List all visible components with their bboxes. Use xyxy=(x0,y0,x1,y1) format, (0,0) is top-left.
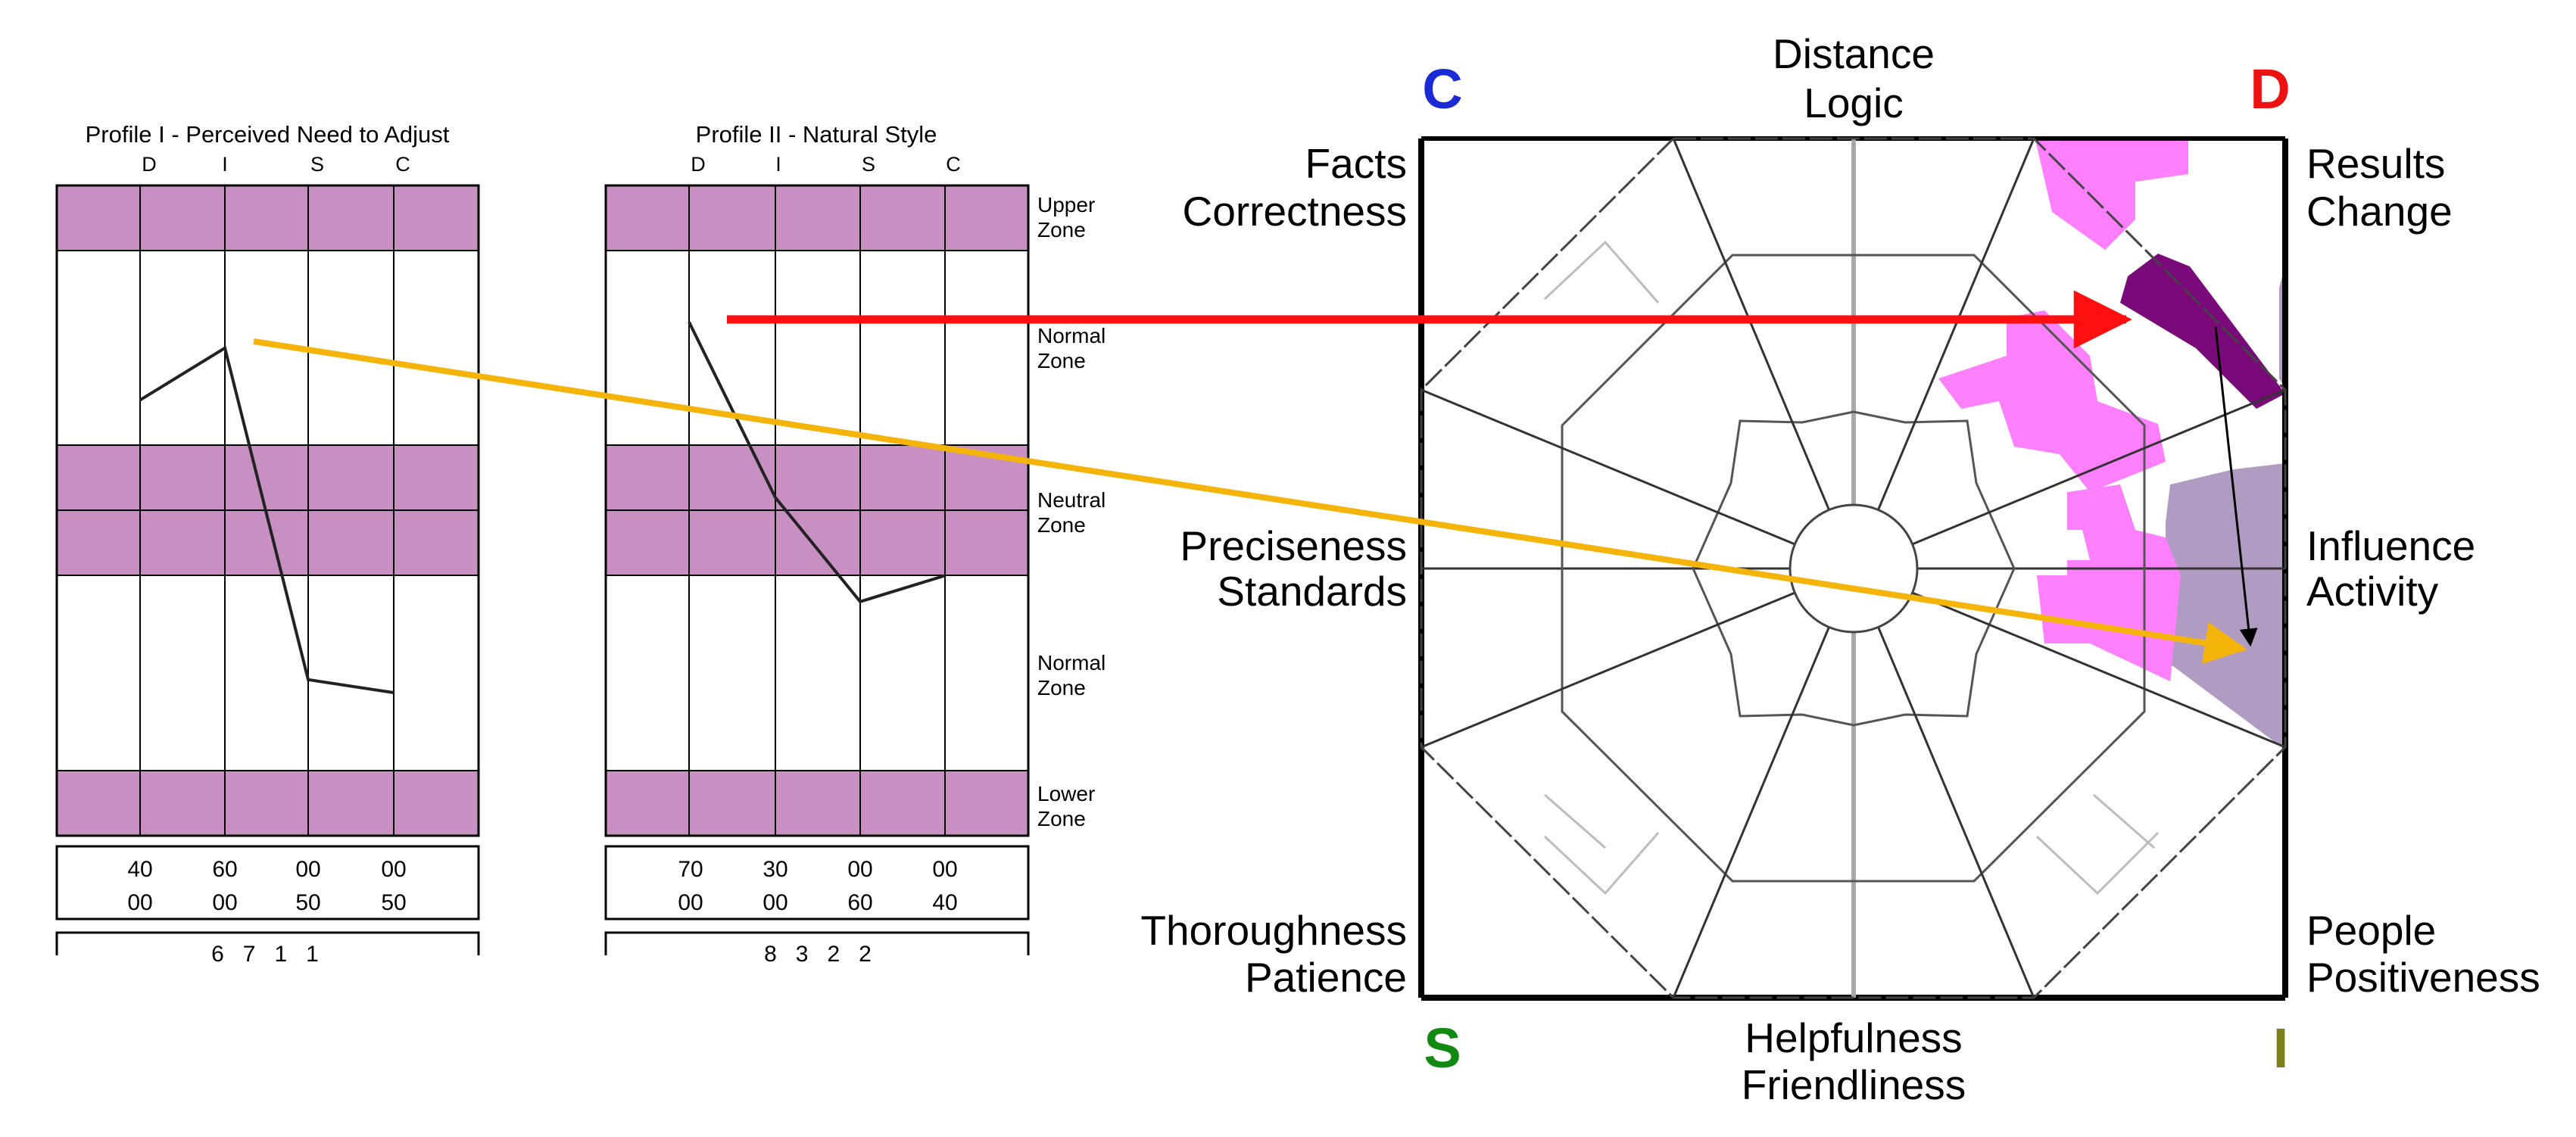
right-bottom-label-l1: People xyxy=(2306,907,2436,954)
zone-labels: Upper Zone Normal Zone Neutral Zone Norm… xyxy=(1037,193,1106,830)
right-mid-label-l1: Influence xyxy=(2306,522,2475,569)
zone-upper-l2: Zone xyxy=(1037,218,1086,241)
left-bottom-label-l1: Thoroughness xyxy=(1140,907,1407,954)
corner-s-label: S xyxy=(1424,1017,1461,1079)
profile-1-val-s1: 00 xyxy=(295,857,320,882)
top-label-l2: Logic xyxy=(1804,79,1903,126)
right-mid-label-l2: Activity xyxy=(2306,568,2439,615)
profile-2-val-c2: 40 xyxy=(932,890,957,915)
wheel-black-arrow xyxy=(2214,326,2258,647)
profile-1-partial-row: 6 7 1 1 xyxy=(211,942,319,967)
profile-2-values-box xyxy=(604,845,1030,921)
left-top-label-l2: Correctness xyxy=(1183,188,1407,235)
profile-1-val-c2: 50 xyxy=(381,890,406,915)
wheel-center-circle xyxy=(1789,503,1919,634)
wheel-labels: Distance Logic Helpfulness Friendliness … xyxy=(1140,30,2540,1108)
profile-2-val-s1: 00 xyxy=(847,857,872,882)
zone-neutral-l2: Zone xyxy=(1037,513,1086,537)
left-mid-label-l2: Standards xyxy=(1217,568,1407,615)
profile-2-val-i2: 00 xyxy=(763,890,787,915)
profile-2-val-d1: 70 xyxy=(678,857,703,882)
bottom-label-l1: Helpfulness xyxy=(1745,1014,1962,1061)
left-mid-label-l1: Preciseness xyxy=(1180,522,1407,569)
profile-2-val-c1: 00 xyxy=(932,857,957,882)
profile-2-col-c: C xyxy=(946,153,961,176)
right-top-label-l2: Change xyxy=(2306,188,2453,235)
profile-1-values-box xyxy=(55,845,480,921)
profile-1-val-s2: 50 xyxy=(295,890,320,915)
profile-1-val-i2: 00 xyxy=(212,890,237,915)
profile-2-title: Profile II - Natural Style xyxy=(696,121,937,148)
profile-1-partial-box: 6 7 1 1 xyxy=(55,931,480,967)
profile-2-val-s2: 60 xyxy=(847,890,872,915)
profile-1-val-d2: 00 xyxy=(127,890,152,915)
profile-1-graph-line xyxy=(139,345,395,694)
profile-1-grid xyxy=(57,185,479,836)
right-top-label-l1: Results xyxy=(2306,140,2445,187)
profile-2-col-d: D xyxy=(691,153,706,176)
zone-neutral-l1: Neutral xyxy=(1037,488,1106,512)
profile-2-graph-line xyxy=(688,321,946,604)
zone-lower-l1: Lower xyxy=(1037,782,1095,805)
profile-2-partial-row: 8 3 2 2 xyxy=(764,942,872,967)
top-label-l1: Distance xyxy=(1773,30,1935,77)
wheel-corner-boxes xyxy=(1543,240,2160,896)
corner-d-label: D xyxy=(2250,58,2290,120)
zone-upper-l1: Upper xyxy=(1037,193,1095,216)
profile-1-col-d: D xyxy=(142,153,157,176)
wheel-spokes xyxy=(1421,138,2286,998)
profile-1-val-i1: 60 xyxy=(212,857,237,882)
corner-c-label: C xyxy=(1422,58,1462,120)
profile-2-grid xyxy=(606,185,1028,836)
profile-1-chart: Profile I - Perceived Need to Adjust D I… xyxy=(55,121,480,967)
profile-1-val-d1: 40 xyxy=(127,857,152,882)
zone-normal-top-l2: Zone xyxy=(1037,349,1086,372)
left-top-label-l1: Facts xyxy=(1305,140,1407,187)
profile-1-val-c1: 00 xyxy=(381,857,406,882)
wheel-shading xyxy=(1938,140,2288,751)
orange-connector-arrow xyxy=(253,338,2247,664)
profile-2-chart: Profile II - Natural Style D I S C 70 30… xyxy=(604,121,1106,967)
disc-wheel: C D S I Distance Logic Helpfulness Frien… xyxy=(1140,30,2540,1108)
wheel-inner-star xyxy=(1692,410,2016,727)
profile-2-val-d2: 00 xyxy=(678,890,703,915)
bottom-label-l2: Friendliness xyxy=(1742,1061,1966,1108)
profile-2-col-s: S xyxy=(862,153,875,176)
left-bottom-label-l2: Patience xyxy=(1245,954,1407,1001)
zone-lower-l2: Zone xyxy=(1037,807,1086,830)
profile-2-val-i1: 30 xyxy=(763,857,787,882)
wheel-middle-octagon xyxy=(1561,254,2146,883)
profile-1-col-s: S xyxy=(310,153,324,176)
profile-1-col-i: I xyxy=(222,153,228,176)
zone-normal-bottom-l1: Normal xyxy=(1037,651,1106,674)
zone-normal-top-l1: Normal xyxy=(1037,324,1106,347)
corner-i-label: I xyxy=(2273,1017,2289,1079)
zone-normal-bottom-l2: Zone xyxy=(1037,676,1086,699)
right-bottom-label-l2: Positiveness xyxy=(2306,954,2540,1001)
profile-2-col-i: I xyxy=(775,153,781,176)
profile-1-title: Profile I - Perceived Need to Adjust xyxy=(86,121,450,148)
profile-2-partial-box: 8 3 2 2 xyxy=(604,931,1030,967)
profile-1-col-c: C xyxy=(395,153,410,176)
